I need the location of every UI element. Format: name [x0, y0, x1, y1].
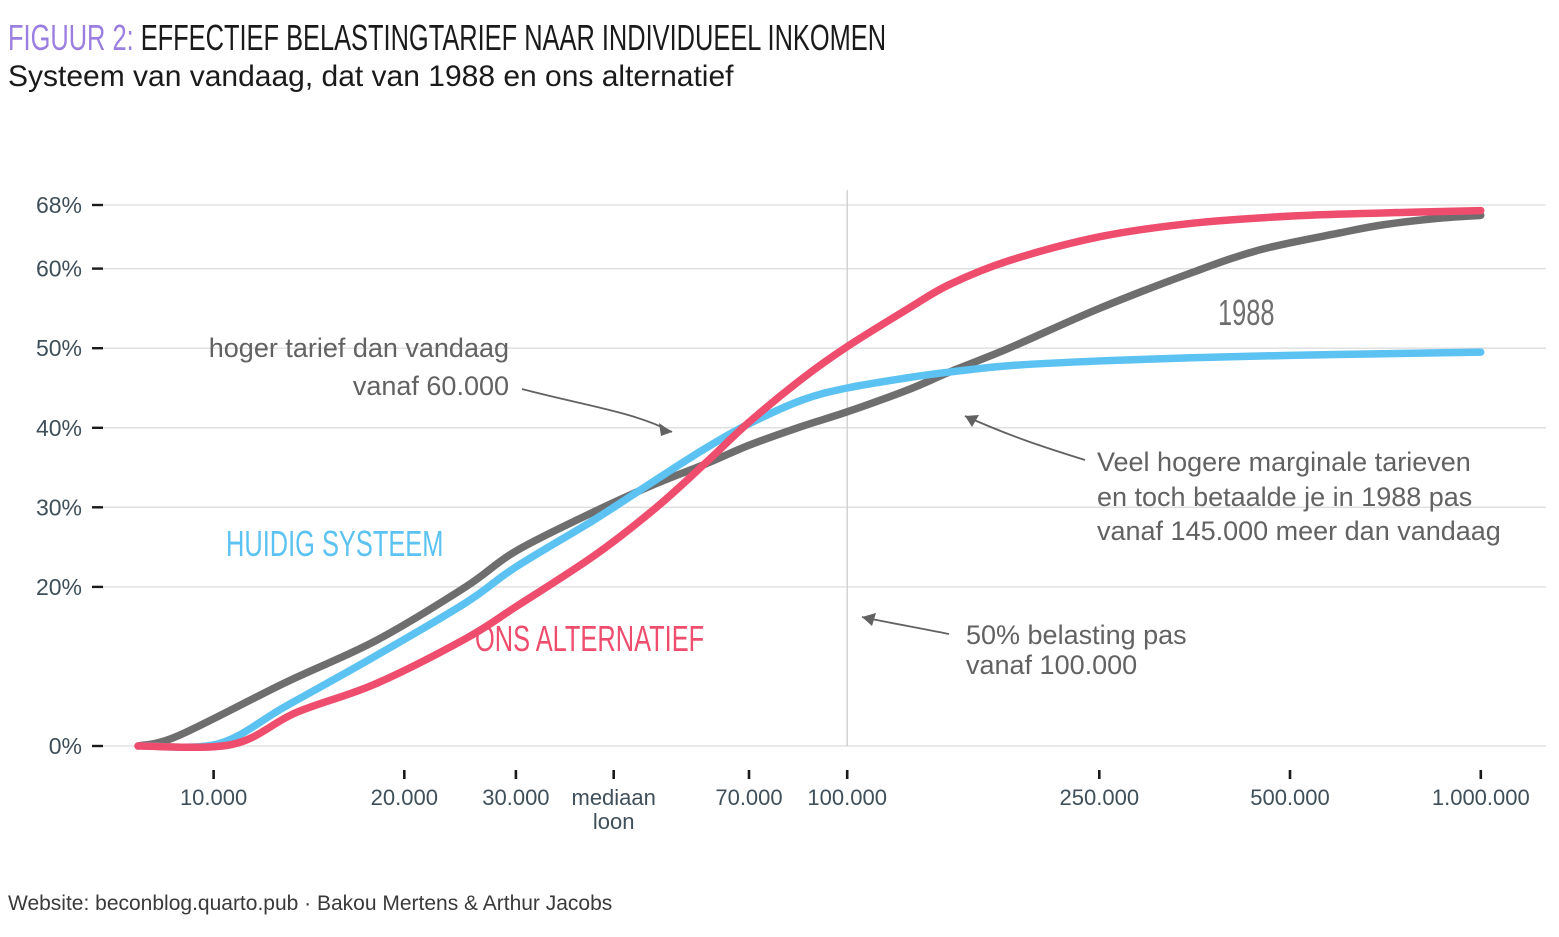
svg-text:20.000: 20.000 [371, 785, 438, 810]
svg-text:50% belasting pas: 50% belasting pas [966, 620, 1187, 650]
svg-text:vanaf 60.000: vanaf 60.000 [353, 371, 509, 401]
svg-text:vanaf 145.000 meer dan vandaag: vanaf 145.000 meer dan vandaag [1097, 516, 1501, 546]
svg-text:1988: 1988 [1218, 293, 1275, 334]
svg-text:loon: loon [593, 809, 635, 834]
svg-text:50%: 50% [36, 335, 82, 361]
svg-text:Veel hogere marginale tarieven: Veel hogere marginale tarieven [1097, 447, 1471, 477]
svg-text:10.000: 10.000 [180, 785, 247, 810]
svg-text:250.000: 250.000 [1060, 785, 1140, 810]
svg-text:60%: 60% [36, 256, 82, 282]
svg-text:vanaf 100.000: vanaf 100.000 [966, 650, 1137, 680]
svg-text:0%: 0% [49, 733, 82, 759]
svg-text:30.000: 30.000 [482, 785, 549, 810]
svg-text:mediaan: mediaan [572, 785, 656, 810]
svg-text:hoger tarief dan vandaag: hoger tarief dan vandaag [209, 333, 509, 363]
svg-text:1.000.000: 1.000.000 [1432, 785, 1530, 810]
svg-text:ONS ALTERNATIEF: ONS ALTERNATIEF [475, 619, 704, 660]
svg-text:500.000: 500.000 [1250, 785, 1330, 810]
svg-text:30%: 30% [36, 494, 82, 520]
svg-text:68%: 68% [36, 192, 82, 218]
svg-text:100.000: 100.000 [807, 785, 887, 810]
svg-text:40%: 40% [36, 415, 82, 441]
svg-text:HUIDIG SYSTEEM: HUIDIG SYSTEEM [226, 524, 443, 565]
svg-text:70.000: 70.000 [715, 785, 782, 810]
svg-text:20%: 20% [36, 574, 82, 600]
svg-text:en toch betaalde je in 1988 pa: en toch betaalde je in 1988 pas [1097, 482, 1472, 512]
